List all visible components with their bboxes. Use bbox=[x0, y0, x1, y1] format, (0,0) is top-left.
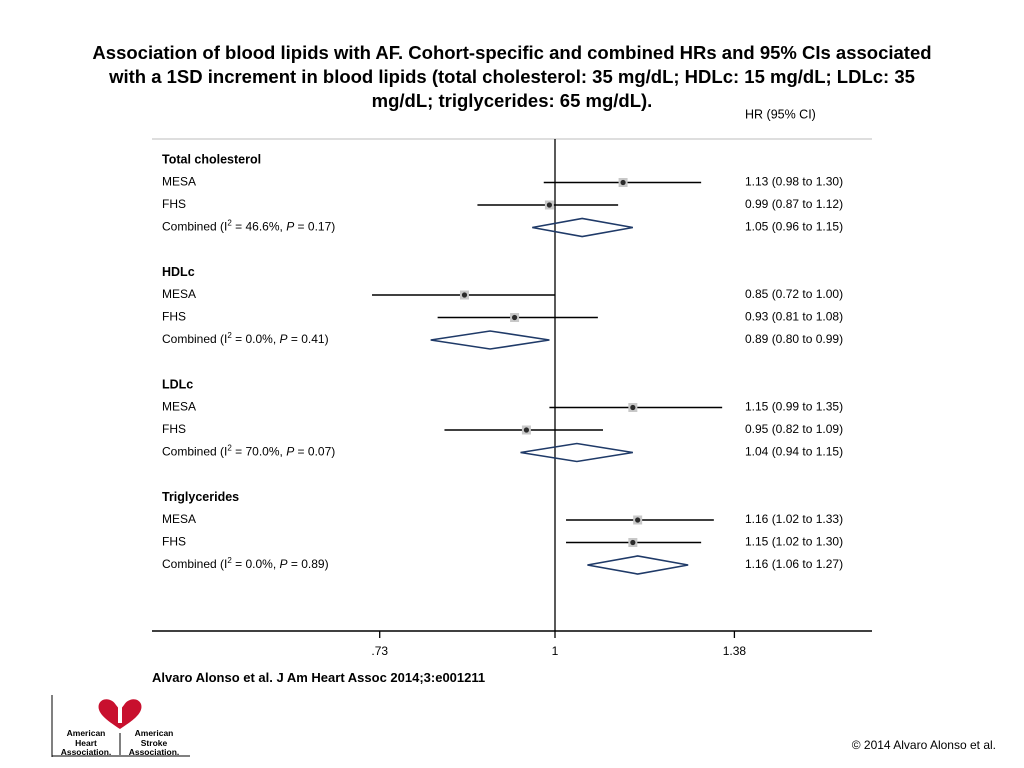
ci-value: 1.16 (1.06 to 1.27) bbox=[745, 557, 843, 571]
row-label-part: = 0.89) bbox=[288, 557, 329, 571]
logo-word: American bbox=[134, 728, 174, 738]
point-estimate bbox=[461, 292, 468, 298]
title-line-2: with a 1SD increment in blood lipids (to… bbox=[109, 66, 915, 87]
row-label: FHS bbox=[162, 310, 186, 324]
ci-value: 0.93 (0.81 to 1.08) bbox=[745, 310, 843, 324]
ci-value: 1.04 (0.94 to 1.15) bbox=[745, 445, 843, 459]
point-estimate bbox=[620, 179, 626, 186]
ci-value: 1.13 (0.98 to 1.30) bbox=[745, 175, 843, 189]
point-estimate bbox=[630, 404, 636, 411]
ci-value: 1.15 (0.99 to 1.35) bbox=[745, 400, 843, 414]
x-tick-label: 1.38 bbox=[723, 644, 747, 658]
ci-value: 0.95 (0.82 to 1.09) bbox=[745, 422, 843, 436]
row-label: Combined (I2 = 0.0%, P = 0.41) bbox=[162, 331, 329, 347]
copyright: © 2014 Alvaro Alonso et al. bbox=[851, 738, 996, 752]
row-label-part: 2 bbox=[227, 331, 232, 340]
row-label: MESA bbox=[162, 400, 196, 414]
row-label: FHS bbox=[162, 535, 186, 549]
ci-value: 1.15 (1.02 to 1.30) bbox=[745, 535, 843, 549]
row-label: Combined (I2 = 0.0%, P = 0.89) bbox=[162, 556, 329, 572]
row-label: MESA bbox=[162, 512, 196, 526]
row-label-part: Combined (I bbox=[162, 445, 227, 459]
x-tick-label: 1 bbox=[552, 644, 559, 658]
title-line-3: mg/dL; triglycerides: 65 mg/dL). bbox=[371, 90, 653, 111]
combined-diamond bbox=[587, 555, 689, 575]
point-estimate bbox=[523, 427, 530, 433]
citation: Alvaro Alonso et al. J Am Heart Assoc 20… bbox=[152, 670, 486, 685]
point-estimate bbox=[511, 314, 518, 321]
row-label-part: = 0.17) bbox=[294, 220, 335, 234]
title-line-1: Association of blood lipids with AF. Coh… bbox=[92, 42, 932, 63]
combined-diamond bbox=[430, 330, 550, 350]
group-header-label: Total cholesterol bbox=[162, 152, 261, 166]
logo-word: Heart bbox=[75, 737, 97, 748]
ci-value: 1.16 (1.02 to 1.33) bbox=[745, 512, 843, 526]
row-label-part: P bbox=[280, 557, 288, 571]
row-label: FHS bbox=[162, 197, 186, 211]
logo-word: Stroke bbox=[140, 737, 168, 748]
row-label: Combined (I2 = 70.0%, P = 0.07) bbox=[162, 443, 335, 459]
row-label-part: = 0.0%, bbox=[232, 557, 280, 571]
column-header: HR (95% CI) bbox=[745, 107, 816, 121]
slide-title: Association of blood lipids with AF. Coh… bbox=[30, 41, 994, 113]
logo-word: Association. bbox=[128, 747, 180, 757]
point-estimate bbox=[635, 517, 641, 523]
ci-value: 1.05 (0.96 to 1.15) bbox=[745, 220, 843, 234]
row-label: MESA bbox=[162, 175, 196, 189]
group-header-label: Triglycerides bbox=[162, 490, 239, 504]
row-label-part: = 46.6%, bbox=[232, 220, 286, 234]
point-estimate bbox=[630, 539, 636, 546]
ci-value: 0.89 (0.80 to 0.99) bbox=[745, 332, 843, 346]
heart-torch-icon bbox=[51, 695, 190, 757]
row-label-part: Combined (I bbox=[162, 332, 227, 346]
group-header-label: LDLc bbox=[162, 377, 193, 391]
row-label: FHS bbox=[162, 422, 186, 436]
logo-word: American bbox=[66, 728, 106, 738]
row-label: MESA bbox=[162, 287, 196, 301]
row-label-part: 2 bbox=[227, 556, 232, 565]
american-heart-association-text: American Heart Association. bbox=[54, 728, 118, 758]
row-label-part: P bbox=[286, 445, 294, 459]
row-label: Combined (I2 = 46.6%, P = 0.17) bbox=[162, 218, 335, 234]
row-label-part: = 0.07) bbox=[294, 445, 335, 459]
row-label-part: 2 bbox=[227, 443, 232, 452]
logo-word: Association. bbox=[60, 747, 112, 757]
row-label-part: P bbox=[286, 220, 294, 234]
row-label-part: P bbox=[280, 332, 288, 346]
row-label-part: Combined (I bbox=[162, 557, 227, 571]
point-estimate bbox=[546, 202, 553, 208]
row-label-part: 2 bbox=[227, 218, 232, 227]
row-label-part: = 0.0%, bbox=[232, 332, 280, 346]
ci-value: 0.99 (0.87 to 1.12) bbox=[745, 197, 843, 211]
combined-diamond bbox=[532, 217, 633, 238]
row-label-part: = 70.0%, bbox=[232, 445, 286, 459]
x-tick-label: .73 bbox=[371, 644, 388, 658]
american-stroke-association-text: American Stroke Association. bbox=[122, 728, 186, 758]
row-label-part: Combined (I bbox=[162, 220, 227, 234]
ci-value: 0.85 (0.72 to 1.00) bbox=[745, 287, 843, 301]
row-label-part: = 0.41) bbox=[288, 332, 329, 346]
combined-diamond bbox=[520, 442, 633, 463]
group-header-label: HDLc bbox=[162, 265, 195, 279]
aha-asa-logo: American Heart Association. American Str… bbox=[50, 695, 190, 757]
